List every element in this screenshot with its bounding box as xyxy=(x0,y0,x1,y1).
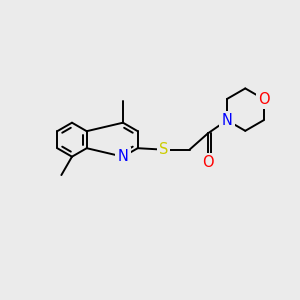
Text: N: N xyxy=(118,149,128,164)
Text: S: S xyxy=(159,142,168,157)
Text: N: N xyxy=(221,113,232,128)
Text: O: O xyxy=(258,92,269,106)
Text: O: O xyxy=(202,155,214,170)
